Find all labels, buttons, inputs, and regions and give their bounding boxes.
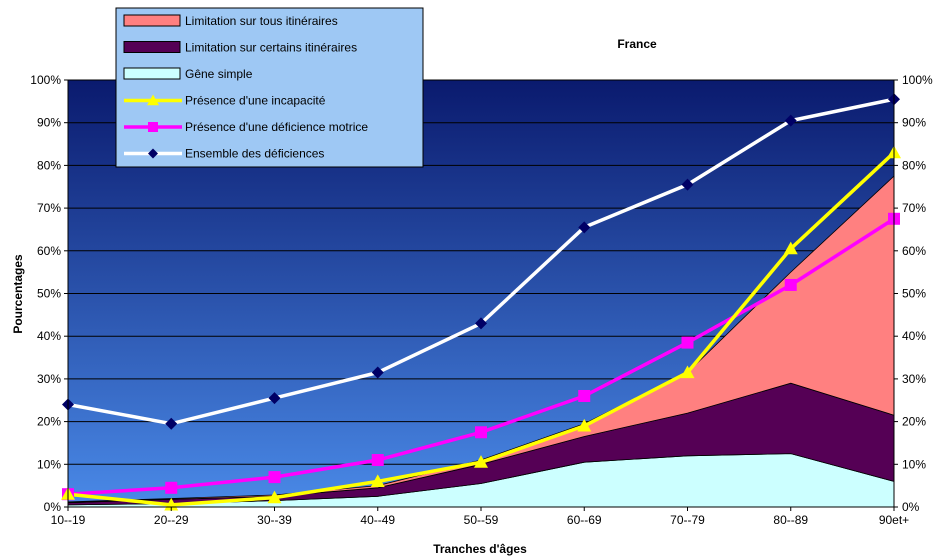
marker-presence-d-une-incapacite (680, 365, 695, 379)
marker-ensemble-des-deficiences (578, 221, 591, 234)
legend-label-limitation-sur-tous-itineraires: Limitation sur tous itinéraires (185, 14, 338, 28)
x-tick-label: 30--39 (257, 513, 292, 527)
y-tick-label: 100% (902, 73, 933, 87)
marker-presence-d-une-deficience-motrice (681, 336, 694, 349)
legend: Limitation sur tous itinéraires Limitatio… (115, 7, 424, 168)
marker-presence-d-une-deficience-motrice (165, 481, 178, 494)
y-tick-label: 10% (37, 457, 61, 471)
y-tick-label: 60% (37, 244, 61, 258)
legend-marker-ensemble-des-deficiences (148, 148, 158, 159)
y-tick-label: 90% (902, 116, 926, 130)
y-tick-label: 0% (44, 500, 62, 514)
y-tick-label: 50% (902, 287, 926, 301)
legend-swatch-gene-simple (123, 67, 181, 80)
y-ticks-right: 0% 10% 20% 30% 40% 50% 60% 70% 80% 90% 100% (894, 73, 933, 514)
marker-presence-d-une-incapacite (577, 418, 592, 432)
legend-box (115, 7, 424, 168)
y-tick-label: 50% (37, 287, 61, 301)
marker-presence-d-une-incapacite (267, 490, 282, 504)
x-axis-label: Tranches d'âges (433, 542, 527, 556)
marker-presence-d-une-deficience-motrice (784, 278, 797, 291)
y-axis-label: Pourcentages (11, 254, 25, 334)
y-tick-label: 20% (902, 415, 926, 429)
x-tick-label: 10--19 (51, 513, 86, 527)
x-tick-label: 60--69 (567, 513, 602, 527)
y-tick-label: 100% (30, 73, 61, 87)
marker-presence-d-une-incapacite (370, 474, 385, 487)
y-tick-label: 20% (37, 415, 61, 429)
marker-ensemble-des-deficiences (268, 392, 281, 405)
legend-label-limitation-sur-certains-itineraires: Limitation sur certains itinéraires (185, 41, 357, 55)
legend-label-presence-d-une-incapacite: Présence d'une incapacité (185, 94, 326, 108)
legend-marker-presence-d-une-incapacite (147, 94, 159, 106)
legend-label-gene-simple: Gêne simple (185, 67, 253, 81)
marker-presence-d-une-incapacite (474, 455, 488, 468)
y-tick-label: 90% (37, 116, 61, 130)
x-tick-label: 40--49 (360, 513, 395, 527)
y-tick-label: 80% (902, 158, 926, 172)
marker-ensemble-des-deficiences (371, 366, 384, 379)
x-ticks: 10--19 20--29 30--39 40--49 50--59 60--69 70--… (51, 507, 909, 527)
x-tick-label: 20--29 (154, 513, 189, 527)
x-tick-label: 70--79 (670, 513, 705, 527)
y-ticks-left: 0% 10% 20% 30% 40% 50% 60% 70% 80% 90% 100% (30, 73, 68, 514)
y-tick-label: 40% (902, 329, 926, 343)
y-tick-label: 60% (902, 244, 926, 258)
marker-presence-d-une-incapacite (783, 241, 798, 255)
marker-presence-d-une-deficience-motrice (475, 426, 487, 439)
marker-presence-d-une-deficience-motrice (371, 454, 384, 467)
legend-swatch-limitation-sur-certains-itineraires (123, 41, 181, 53)
legend-label-presence-d-une-deficience-motrice: Présence d'une déficience motrice (185, 120, 368, 134)
y-tick-label: 80% (37, 158, 61, 172)
y-tick-label: 30% (37, 372, 61, 386)
x-tick-label: 80--89 (773, 513, 808, 527)
marker-ensemble-des-deficiences (681, 178, 694, 191)
y-tick-label: 0% (902, 500, 920, 514)
marker-presence-d-une-deficience-motrice (578, 389, 591, 402)
legend-marker-presence-d-une-deficience-motrice (148, 122, 158, 132)
y-tick-label: 70% (37, 201, 61, 215)
x-tick-label: 90et+ (879, 513, 909, 527)
legend-label-ensemble-des-deficiences: Ensemble des déficiences (185, 147, 324, 161)
x-tick-label: 50--59 (464, 513, 499, 527)
legend-swatch-limitation-sur-tous-itineraires (123, 14, 181, 27)
marker-ensemble-des-deficiences (784, 114, 797, 127)
marker-ensemble-des-deficiences (475, 317, 487, 330)
marker-presence-d-une-deficience-motrice (268, 471, 281, 484)
marker-ensemble-des-deficiences (165, 417, 178, 430)
y-tick-label: 40% (37, 329, 61, 343)
chart-title: France (617, 37, 657, 51)
y-tick-label: 30% (902, 372, 926, 386)
y-tick-label: 70% (902, 201, 926, 215)
y-tick-label: 10% (902, 457, 926, 471)
